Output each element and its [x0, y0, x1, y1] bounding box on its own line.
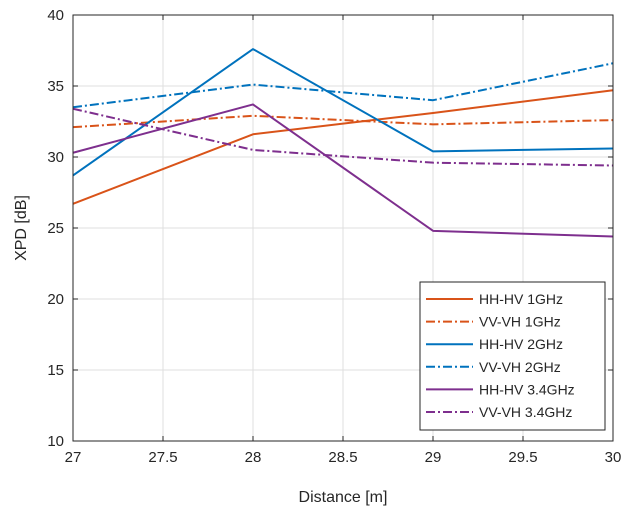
- y-tick-label: 15: [47, 362, 64, 379]
- y-tick-label: 35: [47, 78, 64, 95]
- series-line-3: [72, 62, 614, 109]
- series-line-0: [72, 89, 614, 205]
- x-tick-label: 29: [425, 449, 442, 466]
- y-tick-label: 30: [47, 149, 64, 166]
- y-tick-label: 25: [47, 220, 64, 237]
- series-line-1: [72, 114, 614, 129]
- series-line-2: [72, 48, 614, 177]
- x-axis-label: Distance [m]: [299, 489, 388, 506]
- y-axis-label: XPD [dB]: [13, 195, 30, 261]
- legend: HH-HV 1GHz VV-VH 1GHz HH-HV 2GHz VV-VH 2GHz…: [419, 281, 606, 431]
- legend-label: HH-HV 1GHz: [479, 291, 563, 307]
- legend-label: VV-VH 3.4GHz: [479, 404, 572, 420]
- legend-label: VV-VH 1GHz: [479, 314, 561, 330]
- y-tick-label: 10: [47, 433, 64, 450]
- series-line-5: [72, 107, 614, 167]
- legend-label: HH-HV 2GHz: [479, 336, 563, 352]
- tick-labels: 27 27.5 28 28.5 29 29.5 30 10 15 20 25 30 35 40: [47, 7, 621, 466]
- legend-label: VV-VH 2GHz: [479, 359, 561, 375]
- x-tick-label: 28.5: [328, 449, 357, 466]
- x-tick-label: 27: [65, 449, 82, 466]
- series-layer: [72, 48, 614, 238]
- x-tick-label: 27.5: [148, 449, 177, 466]
- ticks: [72, 14, 614, 442]
- legend-label: HH-HV 3.4GHz: [479, 381, 575, 397]
- y-tick-label: 20: [47, 291, 64, 308]
- x-tick-label: 28: [245, 449, 262, 466]
- legend-box: [419, 281, 606, 431]
- y-tick-label: 40: [47, 7, 64, 24]
- x-tick-label: 29.5: [508, 449, 537, 466]
- x-tick-label: 30: [605, 449, 622, 466]
